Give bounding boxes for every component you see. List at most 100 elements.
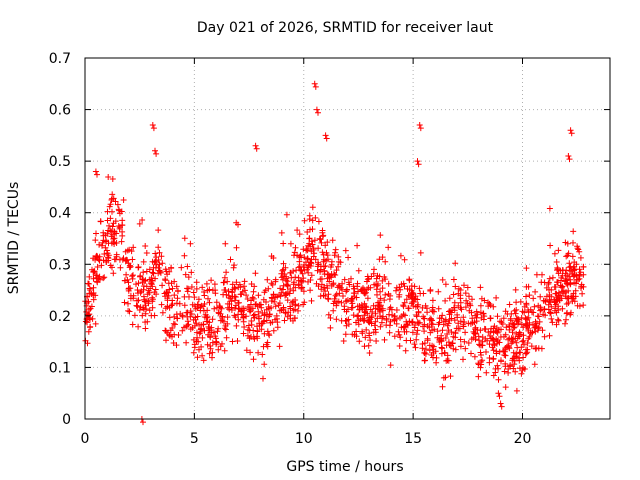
data-point xyxy=(345,254,352,261)
data-point xyxy=(373,338,380,344)
data-point xyxy=(247,307,254,314)
grid-lines xyxy=(85,58,610,419)
data-point xyxy=(477,349,484,356)
data-point xyxy=(563,316,569,323)
data-point xyxy=(199,352,206,359)
data-point xyxy=(224,278,231,285)
data-point xyxy=(513,387,520,394)
data-point xyxy=(522,350,529,357)
data-point xyxy=(457,304,464,311)
data-point xyxy=(257,301,264,308)
data-point xyxy=(345,316,352,323)
data-point xyxy=(393,287,399,294)
data-point xyxy=(169,333,175,340)
data-point xyxy=(268,294,275,301)
data-point xyxy=(465,340,472,346)
data-point xyxy=(96,241,103,248)
data-point xyxy=(461,319,468,325)
data-point xyxy=(106,203,113,210)
data-point xyxy=(309,241,316,248)
data-point xyxy=(168,302,175,309)
data-point xyxy=(155,227,162,234)
data-point xyxy=(479,334,486,341)
data-point xyxy=(332,249,339,256)
data-point xyxy=(498,403,505,410)
data-point xyxy=(336,290,343,297)
data-point xyxy=(416,285,423,292)
data-point xyxy=(325,296,332,303)
data-point xyxy=(514,344,521,351)
data-point xyxy=(470,334,477,341)
data-point xyxy=(322,263,329,269)
data-point xyxy=(383,317,390,323)
data-point xyxy=(412,344,419,351)
data-point xyxy=(280,282,287,289)
data-point xyxy=(483,369,490,376)
data-point xyxy=(323,135,330,142)
data-point xyxy=(439,312,446,319)
data-point xyxy=(502,352,509,359)
data-point xyxy=(255,292,262,299)
data-point xyxy=(330,300,337,307)
data-point xyxy=(569,298,576,305)
data-point xyxy=(213,299,220,306)
data-point xyxy=(400,324,407,331)
data-point xyxy=(279,267,286,274)
data-point xyxy=(577,254,584,261)
data-point xyxy=(125,260,132,267)
data-point xyxy=(99,239,106,246)
data-point xyxy=(552,284,559,290)
data-point xyxy=(411,283,418,290)
data-point xyxy=(277,285,284,292)
data-point xyxy=(183,339,190,346)
data-point xyxy=(204,307,211,314)
data-point xyxy=(192,305,199,312)
data-point xyxy=(254,323,260,330)
data-point xyxy=(187,326,194,333)
data-point xyxy=(294,227,301,234)
data-point xyxy=(250,295,257,302)
data-point xyxy=(219,314,226,321)
data-point xyxy=(396,284,403,291)
data-point xyxy=(159,282,166,289)
data-point xyxy=(194,334,201,341)
data-point xyxy=(401,256,408,263)
data-point xyxy=(164,303,171,310)
data-point xyxy=(298,254,305,261)
data-point xyxy=(125,287,132,294)
data-point xyxy=(510,325,517,331)
data-point xyxy=(402,312,408,319)
data-point xyxy=(186,293,192,300)
data-point xyxy=(181,252,188,259)
data-point xyxy=(224,314,231,321)
data-point xyxy=(533,271,540,278)
data-point xyxy=(254,335,261,342)
data-point xyxy=(455,325,462,332)
data-point xyxy=(532,288,539,295)
data-point xyxy=(381,336,388,343)
data-point xyxy=(367,306,374,313)
data-point xyxy=(100,257,107,264)
data-point xyxy=(567,280,574,287)
data-point xyxy=(233,322,240,329)
data-point xyxy=(109,176,116,182)
data-point xyxy=(435,305,442,312)
data-point xyxy=(517,298,524,305)
x-tick-label: 5 xyxy=(190,431,199,447)
data-point xyxy=(348,275,354,282)
data-point xyxy=(179,312,186,319)
data-point xyxy=(565,299,572,306)
data-point xyxy=(478,358,485,365)
data-point xyxy=(500,315,507,322)
data-point xyxy=(452,329,459,336)
data-point xyxy=(449,340,456,347)
data-point xyxy=(330,307,337,314)
data-point xyxy=(455,320,462,327)
data-point xyxy=(450,333,457,340)
data-point xyxy=(291,249,298,256)
data-point xyxy=(169,325,176,331)
data-point xyxy=(413,313,420,320)
data-point xyxy=(107,215,114,222)
data-point xyxy=(363,326,370,333)
data-point xyxy=(87,287,94,293)
